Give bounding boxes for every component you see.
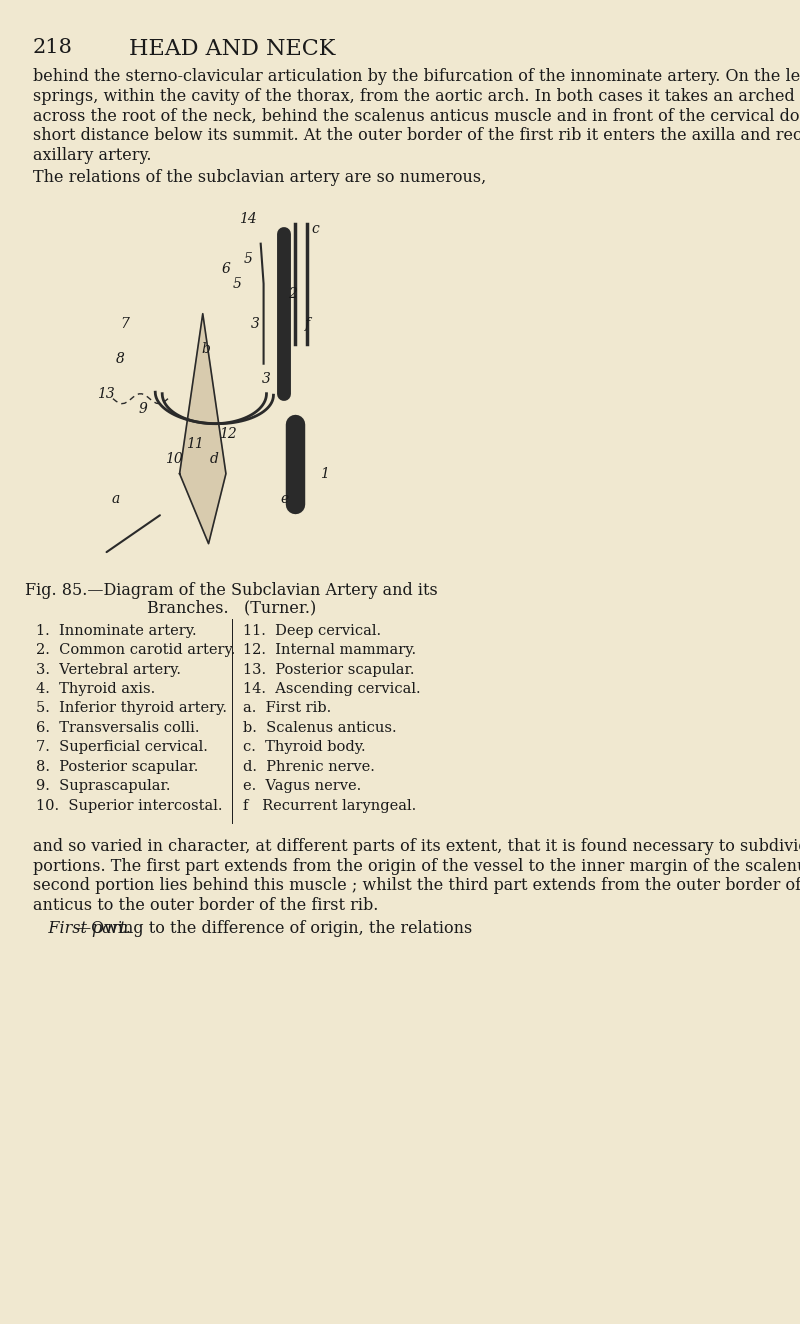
- Text: Fig. 85.—Diagram of the Subclavian Artery and its: Fig. 85.—Diagram of the Subclavian Arter…: [26, 581, 438, 598]
- Text: 13.  Posterior scapular.: 13. Posterior scapular.: [243, 662, 415, 677]
- Text: f   Recurrent laryngeal.: f Recurrent laryngeal.: [243, 798, 417, 813]
- Text: portions. The ​first part​ extends from the origin of the vessel to the inner ma: portions. The ​first part​ extends from …: [33, 858, 800, 875]
- Text: a: a: [112, 491, 120, 506]
- Text: and so varied in character, at different parts of its extent, that it is found n: and so varied in character, at different…: [33, 838, 800, 855]
- Text: 4.  Thyroid axis.: 4. Thyroid axis.: [36, 682, 155, 696]
- Text: 10.  Superior intercostal.: 10. Superior intercostal.: [36, 798, 222, 813]
- Text: 10: 10: [165, 451, 182, 466]
- Text: 12: 12: [218, 426, 237, 441]
- Text: 5: 5: [243, 252, 252, 266]
- Text: 13: 13: [97, 387, 114, 401]
- Text: 218: 218: [33, 38, 73, 57]
- Text: 9: 9: [138, 401, 147, 416]
- Text: c.  Thyroid body.: c. Thyroid body.: [243, 740, 366, 755]
- Text: 5: 5: [233, 277, 242, 291]
- Text: 8.  Posterior scapular.: 8. Posterior scapular.: [36, 760, 198, 773]
- Text: 3: 3: [250, 316, 259, 331]
- Text: —Owing to the difference of origin, the relations: —Owing to the difference of origin, the …: [75, 920, 473, 937]
- Text: 12.  Internal mammary.: 12. Internal mammary.: [243, 643, 417, 657]
- Text: 2: 2: [288, 287, 297, 301]
- Text: 7: 7: [120, 316, 129, 331]
- Text: First part.: First part.: [33, 920, 131, 937]
- Text: 9.  Suprascapular.: 9. Suprascapular.: [36, 779, 170, 793]
- Text: 8: 8: [116, 352, 125, 365]
- Text: 1: 1: [320, 466, 329, 481]
- Text: axillary artery.: axillary artery.: [33, 147, 151, 164]
- Text: across the root of the neck, behind the scalenus anticus muscle and in front of : across the root of the neck, behind the …: [33, 107, 800, 124]
- Text: short distance below its summit. At the outer border of the first rib it enters : short distance below its summit. At the …: [33, 127, 800, 144]
- Text: Branches.   (Turner.): Branches. (Turner.): [147, 600, 316, 617]
- Text: 3: 3: [262, 372, 271, 385]
- Text: 6.  Transversalis colli.: 6. Transversalis colli.: [36, 720, 199, 735]
- Text: ​second portion​ lies behind this muscle ; whilst the ​third part​ extends from : ​second portion​ lies behind this muscle…: [33, 878, 800, 895]
- Text: f: f: [305, 316, 310, 331]
- Text: 7.  Superficial cervical.: 7. Superficial cervical.: [36, 740, 208, 755]
- Text: 11: 11: [186, 437, 204, 450]
- Text: The relations of the subclavian artery are so numerous,: The relations of the subclavian artery a…: [33, 169, 486, 185]
- Text: 5.  Inferior thyroid artery.: 5. Inferior thyroid artery.: [36, 702, 227, 715]
- Text: behind the sterno-clavicular articulation by the bifurcation of the innominate a: behind the sterno-clavicular articulatio…: [33, 68, 800, 85]
- Text: b: b: [202, 342, 210, 356]
- Text: c: c: [312, 221, 320, 236]
- FancyBboxPatch shape: [81, 193, 382, 564]
- Polygon shape: [179, 314, 226, 544]
- Text: d.  Phrenic nerve.: d. Phrenic nerve.: [243, 760, 375, 773]
- Text: 11.  Deep cervical.: 11. Deep cervical.: [243, 624, 382, 638]
- Text: 1.  Innominate artery.: 1. Innominate artery.: [36, 624, 197, 638]
- Text: a.  First rib.: a. First rib.: [243, 702, 331, 715]
- Text: 3.  Vertebral artery.: 3. Vertebral artery.: [36, 662, 181, 677]
- Text: 6: 6: [222, 262, 230, 275]
- Text: e: e: [281, 491, 289, 506]
- Text: 14.  Ascending cervical.: 14. Ascending cervical.: [243, 682, 421, 696]
- Text: b.  Scalenus anticus.: b. Scalenus anticus.: [243, 720, 397, 735]
- Text: springs, within the cavity of the thorax, from the aortic arch. In both cases it: springs, within the cavity of the thorax…: [33, 87, 800, 105]
- Text: d: d: [210, 451, 218, 466]
- Text: HEAD AND NECK: HEAD AND NECK: [129, 38, 335, 60]
- Text: 14: 14: [239, 212, 257, 225]
- Text: 2.  Common carotid artery.: 2. Common carotid artery.: [36, 643, 235, 657]
- Text: anticus to the outer border of the first rib.: anticus to the outer border of the first…: [33, 898, 378, 915]
- Text: e.  Vagus nerve.: e. Vagus nerve.: [243, 779, 362, 793]
